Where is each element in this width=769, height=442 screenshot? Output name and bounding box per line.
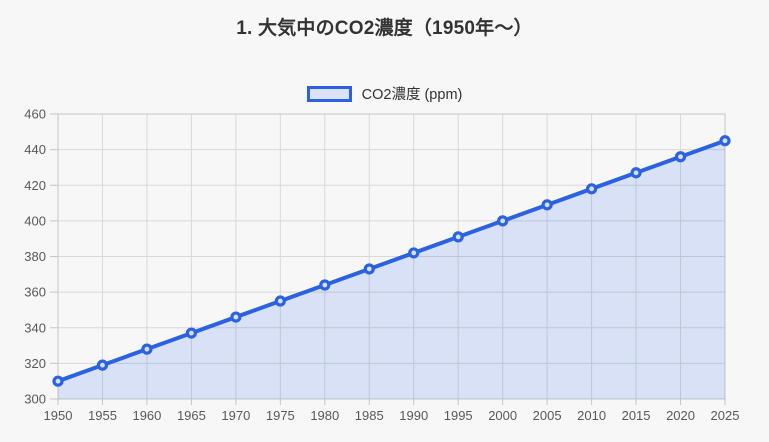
svg-text:1960: 1960 bbox=[132, 408, 161, 423]
svg-text:1965: 1965 bbox=[177, 408, 206, 423]
svg-text:1950: 1950 bbox=[44, 408, 73, 423]
svg-text:440: 440 bbox=[24, 142, 46, 157]
y-axis-labels: 300 320 340 360 380 400 420 440 460 bbox=[24, 107, 46, 407]
svg-text:1970: 1970 bbox=[221, 408, 250, 423]
svg-text:2000: 2000 bbox=[488, 408, 517, 423]
svg-text:380: 380 bbox=[24, 249, 46, 264]
svg-text:460: 460 bbox=[24, 107, 46, 122]
legend[interactable]: CO2濃度 (ppm) bbox=[0, 83, 769, 104]
svg-text:360: 360 bbox=[24, 285, 46, 300]
svg-text:340: 340 bbox=[24, 320, 46, 335]
legend-swatch-icon bbox=[306, 85, 352, 102]
svg-text:1995: 1995 bbox=[444, 408, 473, 423]
svg-text:400: 400 bbox=[24, 213, 46, 228]
svg-text:2015: 2015 bbox=[622, 408, 651, 423]
area-fill bbox=[58, 140, 725, 399]
svg-text:2020: 2020 bbox=[666, 408, 695, 423]
chart-title: 1. 大気中のCO2濃度（1950年〜） bbox=[236, 18, 533, 39]
svg-text:1955: 1955 bbox=[88, 408, 117, 423]
svg-text:2025: 2025 bbox=[711, 408, 740, 423]
data-points bbox=[52, 135, 731, 387]
svg-text:1985: 1985 bbox=[355, 408, 384, 423]
axis-ticks bbox=[50, 113, 726, 405]
svg-text:2005: 2005 bbox=[533, 408, 562, 423]
svg-text:2010: 2010 bbox=[577, 408, 606, 423]
svg-text:1980: 1980 bbox=[310, 408, 339, 423]
svg-text:1990: 1990 bbox=[399, 408, 428, 423]
legend-label: CO2濃度 (ppm) bbox=[361, 87, 463, 103]
svg-text:1975: 1975 bbox=[266, 408, 295, 423]
line-series bbox=[56, 138, 727, 384]
plot-border bbox=[57, 113, 726, 400]
svg-text:320: 320 bbox=[24, 356, 46, 371]
svg-text:300: 300 bbox=[24, 392, 46, 407]
x-axis-labels: 1950 1955 1960 1965 1970 1975 1980 1985 1990 1995… bbox=[44, 408, 740, 423]
svg-text:420: 420 bbox=[24, 178, 46, 193]
